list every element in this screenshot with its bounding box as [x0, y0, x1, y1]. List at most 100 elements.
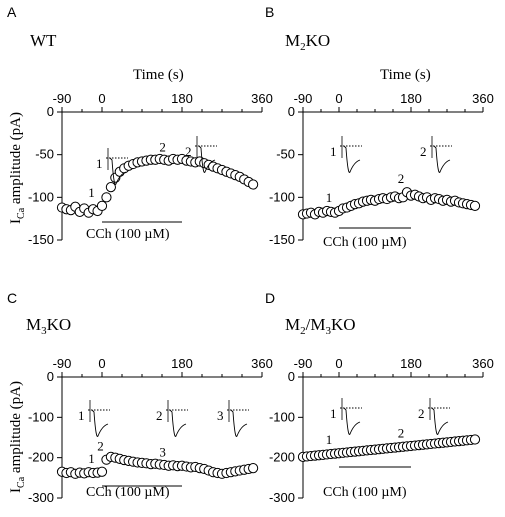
current-trace-inset: 2 — [156, 400, 188, 437]
y-tick-label: -100 — [269, 409, 295, 424]
y-axis-label-top: ICa amplitude (pA) — [8, 112, 27, 224]
x-tick-label: 180 — [171, 91, 193, 106]
inset-label: 1 — [330, 406, 337, 421]
inset-current-trace — [198, 145, 216, 173]
point-label: 2 — [97, 439, 104, 454]
genotype-sub2: 3 — [325, 325, 331, 337]
point-label: 3 — [159, 445, 166, 460]
data-point — [248, 179, 259, 190]
point-label: 2 — [398, 425, 405, 440]
drug-label: CCh (100 µM) — [323, 235, 407, 250]
drug-label: CCh (100 µM) — [323, 485, 407, 500]
y-label-rest: amplitude (pA) — [8, 112, 24, 208]
y-tick-label: -150 — [28, 232, 54, 247]
y-label-sub: Ca — [16, 476, 27, 488]
y-tick-label: -300 — [269, 490, 295, 505]
genotype-base: M — [26, 315, 41, 334]
svg-text:ICa amplitude (pA): ICa amplitude (pA) — [8, 381, 27, 493]
y-tick-label: -100 — [28, 189, 54, 204]
x-tick-label: -90 — [53, 356, 72, 371]
inset-current-trace — [431, 407, 449, 435]
y-tick-label: -50 — [35, 147, 54, 162]
current-trace-inset: 1 — [330, 398, 362, 435]
inset-label: 3 — [217, 408, 224, 423]
x-tick-label: 0 — [98, 356, 105, 371]
x-tick-label: 180 — [400, 91, 422, 106]
y-tick-label: -200 — [269, 450, 295, 465]
genotype-label: M2KO — [285, 31, 330, 53]
x-tick-label: 360 — [472, 91, 494, 106]
x-tick-label: 0 — [335, 91, 342, 106]
current-trace-inset: 1 — [96, 148, 128, 185]
point-label: 2 — [398, 171, 405, 186]
genotype-rest: /M — [306, 315, 326, 334]
genotype-base: WT — [30, 31, 57, 50]
data-point — [105, 181, 116, 193]
data-point — [248, 463, 259, 474]
y-tick-label: -100 — [28, 409, 54, 424]
inset-label: 1 — [330, 144, 337, 159]
panel-letter: B — [265, 4, 274, 20]
inset-label: 2 — [185, 144, 192, 159]
y-label-main: I — [8, 219, 24, 224]
drug-label: CCh (100 µM) — [86, 485, 170, 500]
drug-label: CCh (100 µM) — [86, 227, 170, 242]
genotype-rest2: KO — [331, 315, 356, 334]
inset-label: 2 — [418, 406, 425, 421]
y-tick-label: -300 — [28, 490, 54, 505]
x-tick-label: 180 — [400, 356, 422, 371]
panel-letter: C — [7, 290, 17, 306]
genotype-base: M — [285, 315, 300, 334]
x-tick-label: 360 — [251, 91, 273, 106]
y-tick-label: 0 — [288, 104, 295, 119]
genotype-label: M3KO — [26, 315, 71, 337]
point-label: 1 — [88, 451, 95, 466]
inset-current-trace — [109, 157, 127, 185]
inset-label: 1 — [78, 408, 85, 423]
point-label: 2 — [159, 140, 166, 155]
data-point — [469, 200, 481, 211]
genotype-sub: 2 — [300, 41, 306, 53]
inset-label: 1 — [96, 156, 103, 171]
y-label-rest: amplitude (pA) — [8, 381, 24, 477]
current-trace-inset: 2 — [420, 136, 452, 173]
genotype-base: M — [285, 31, 300, 50]
y-label-main: I — [8, 488, 24, 493]
inset-current-trace — [230, 409, 248, 437]
inset-label: 2 — [420, 144, 427, 159]
y-tick-label: -100 — [269, 189, 295, 204]
inset-current-trace — [343, 407, 361, 435]
current-trace-inset: 1 — [78, 400, 110, 437]
x-tick-label: 360 — [251, 356, 273, 371]
point-label: 1 — [326, 190, 333, 205]
x-tick-label: 0 — [98, 91, 105, 106]
y-tick-label: 0 — [47, 104, 54, 119]
x-tick-label: 360 — [472, 356, 494, 371]
x-tick-label: -90 — [294, 91, 313, 106]
genotype-rest: KO — [47, 315, 72, 334]
y-tick-label: -50 — [276, 147, 295, 162]
current-trace-inset: 2 — [418, 398, 450, 435]
genotype-sub: 3 — [41, 325, 47, 337]
genotype-sub: 2 — [300, 325, 306, 337]
y-tick-label: -200 — [28, 450, 54, 465]
x-tick-label: -90 — [53, 91, 72, 106]
current-trace-inset: 3 — [217, 400, 249, 437]
point-label: 1 — [326, 432, 333, 447]
panel-letter: D — [265, 290, 275, 306]
genotype-label: WT — [30, 31, 57, 50]
inset-current-trace — [169, 409, 187, 437]
data-point — [96, 466, 108, 477]
inset-current-trace — [91, 409, 109, 437]
data-point — [101, 192, 112, 203]
x-tick-label: 180 — [171, 356, 193, 371]
genotype-label: M2/M3KO — [285, 315, 356, 337]
panel-letter: A — [7, 4, 17, 20]
inset-label: 2 — [156, 408, 163, 423]
y-label-sub: Ca — [16, 207, 27, 219]
current-trace-inset: 2 — [185, 136, 217, 173]
